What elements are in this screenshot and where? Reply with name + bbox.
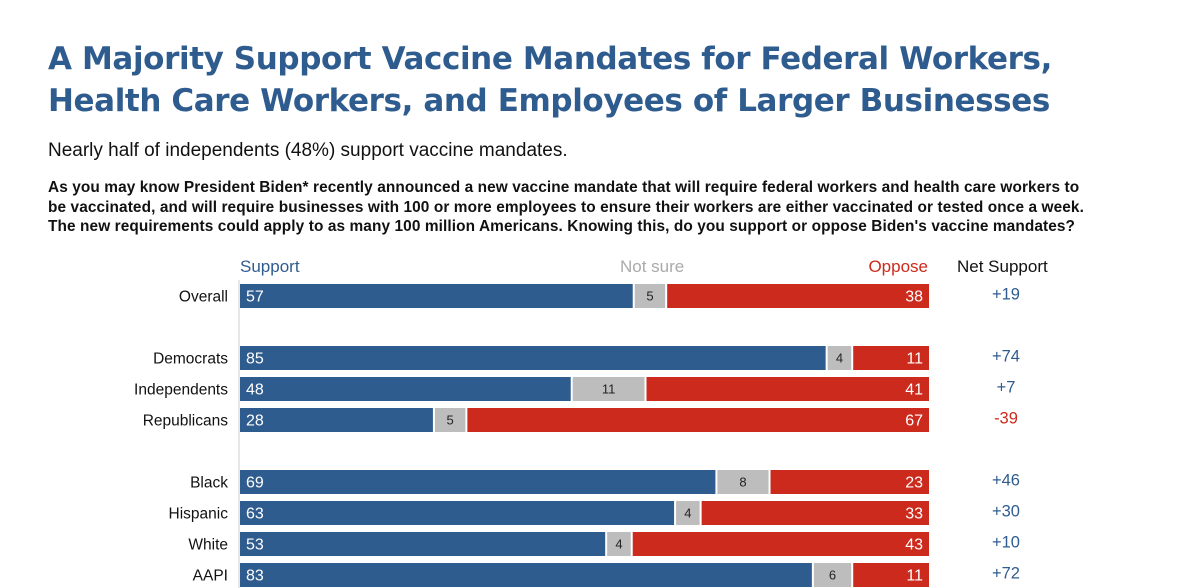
not-sure-bar [717,470,769,494]
oppose-value-label: 23 [905,475,923,492]
not-sure-bar [676,501,700,525]
chart-subtitle: Nearly half of independents (48%) suppor… [48,140,568,161]
support-value-label: 83 [246,568,264,585]
net-support-value: +46 [992,472,1020,490]
not-sure-value-label: 11 [602,382,616,397]
row-label: Black [190,475,228,492]
chart-title: A Majority Support Vaccine Mandates for … [48,38,1168,122]
oppose-value-label: 11 [906,568,923,585]
support-bar [240,501,675,525]
net-support-value: +30 [992,503,1020,521]
row-label: Republicans [143,413,229,430]
net-support-value: +19 [992,286,1020,304]
support-bar [240,284,633,308]
question-line-3: The new requirements could apply to as m… [48,218,1076,235]
row-label: Overall [179,289,228,306]
oppose-bar [467,408,929,432]
support-bar [240,470,716,494]
not-sure-value-label: 4 [836,351,843,366]
survey-question: As you may know President Biden* recentl… [48,178,1178,237]
question-line-2: be vaccinated, and will require business… [48,198,1084,216]
not-sure-bar [813,563,852,587]
support-value-label: 48 [246,382,264,399]
header-net-support: Net Support [957,257,1048,276]
support-bar [240,408,433,432]
support-value-label: 69 [246,475,264,492]
oppose-value-label: 43 [905,537,923,554]
oppose-value-label: 67 [905,413,923,430]
oppose-bar [853,346,929,370]
support-value-label: 57 [246,289,264,306]
oppose-bar [667,284,929,308]
net-support-value: +7 [997,379,1016,397]
not-sure-bar [634,284,666,308]
not-sure-value-label: 6 [829,568,836,583]
support-bar [240,377,571,401]
net-support-value: -39 [994,410,1018,428]
oppose-bar [853,563,929,587]
support-value-label: 53 [246,537,264,554]
support-bar [240,346,826,370]
not-sure-bar [572,377,645,401]
row-label: Democrats [153,351,228,368]
net-support-value: +74 [992,348,1020,366]
not-sure-bar [607,532,631,556]
oppose-bar [701,501,929,525]
not-sure-value-label: 5 [447,413,454,428]
oppose-value-label: 33 [905,506,923,523]
oppose-bar [646,377,929,401]
support-bar [240,532,606,556]
row-label: Hispanic [169,506,229,523]
header-support: Support [240,257,300,276]
header-oppose: Oppose [868,257,928,276]
row-label: Independents [134,382,228,399]
not-sure-bar [827,346,852,370]
title-line-1: A Majority Support Vaccine Mandates for … [48,41,1052,77]
support-bar [240,563,812,587]
not-sure-bar [434,408,466,432]
oppose-value-label: 38 [905,289,923,306]
not-sure-value-label: 5 [646,289,653,304]
net-support-value: +72 [992,565,1020,583]
not-sure-value-label: 8 [739,475,746,490]
support-value-label: 28 [246,413,264,430]
not-sure-value-label: 4 [615,537,622,552]
oppose-value-label: 41 [905,382,923,399]
support-value-label: 85 [246,351,264,368]
title-line-2: Health Care Workers, and Employees of La… [48,83,1050,119]
row-label: White [188,537,228,554]
question-line-1: As you may know President Biden* recentl… [48,179,1080,196]
support-value-label: 63 [246,506,264,523]
oppose-bar [770,470,929,494]
header-not-sure: Not sure [620,257,685,276]
oppose-bar [632,532,929,556]
net-support-value: +10 [992,534,1020,552]
row-label: AAPI [193,568,228,585]
oppose-value-label: 11 [906,351,923,368]
not-sure-value-label: 4 [684,506,691,521]
